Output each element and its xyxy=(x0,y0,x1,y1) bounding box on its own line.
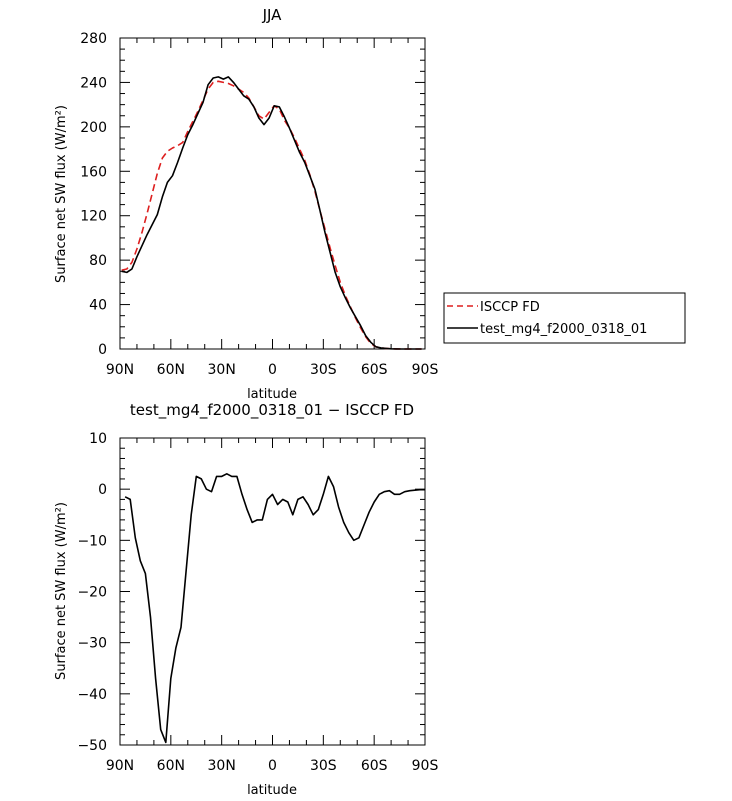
top-series-line-0 xyxy=(121,80,422,350)
bottom-y-tick-label: −10 xyxy=(77,533,107,549)
bottom-y-tick-label: 0 xyxy=(98,482,107,498)
bottom-chart-title: test_mg4_f2000_0318_01 − ISCCP FD xyxy=(130,401,414,420)
legend: ISCCP FD test_mg4_f2000_0318_01 xyxy=(443,292,686,344)
top-y-tick-label: 200 xyxy=(80,120,107,136)
top-y-axis-label: Surface net SW flux (W/m²) xyxy=(54,105,69,283)
top-x-tick-label: 30N xyxy=(208,362,236,378)
top-panel: JJA 90N 60N 30N 0 30S 60S 90S 0 40 80 120 160 200 240… xyxy=(54,6,438,402)
top-plot-frame xyxy=(119,37,426,350)
bottom-x-axis-label: latitude xyxy=(247,783,297,798)
bottom-panel: test_mg4_f2000_0318_01 − ISCCP FD 90N 60N… xyxy=(54,401,438,798)
top-ticks: 90N 60N 30N 0 30S 60S 90S 0 40 80 120 160 200 240 280 xyxy=(80,31,438,378)
bottom-x-tick-label: 30S xyxy=(310,758,337,774)
top-y-tick-label: 280 xyxy=(80,31,107,47)
bottom-y-tick-label: −40 xyxy=(77,687,107,703)
top-y-tick-label: 0 xyxy=(98,342,107,358)
top-x-tick-label: 0 xyxy=(268,362,277,378)
top-y-tick-label: 240 xyxy=(80,75,107,91)
bottom-series-lines xyxy=(124,472,425,744)
top-y-tick-label: 120 xyxy=(80,209,107,225)
top-y-tick-label: 40 xyxy=(89,298,107,314)
bottom-x-tick-label: 60S xyxy=(361,758,388,774)
bottom-y-tick-label: −30 xyxy=(77,636,107,652)
legend-label-isccp: ISCCP FD xyxy=(480,300,540,315)
legend-box xyxy=(443,292,686,344)
top-x-tick-label: 60N xyxy=(157,362,185,378)
top-y-tick-label: 80 xyxy=(89,253,107,269)
bottom-y-tick-label: −20 xyxy=(77,585,107,601)
bottom-x-tick-label: 30N xyxy=(208,758,236,774)
bottom-y-tick-label: 10 xyxy=(89,431,107,447)
bottom-y-axis-label: Surface net SW flux (W/m²) xyxy=(54,502,69,680)
top-x-tick-label: 30S xyxy=(310,362,337,378)
top-x-tick-label: 90S xyxy=(412,362,439,378)
top-x-axis-label: latitude xyxy=(247,387,297,402)
bottom-x-tick-label: 90S xyxy=(412,758,439,774)
top-chart-title: JJA xyxy=(262,6,283,24)
legend-label-model: test_mg4_f2000_0318_01 xyxy=(480,322,647,337)
bottom-y-tick-label: −50 xyxy=(77,738,107,754)
bottom-plot-frame xyxy=(119,437,426,746)
bottom-x-tick-label: 60N xyxy=(157,758,185,774)
bottom-ticks: 90N 60N 30N 0 30S 60S 90S −50 −40 −30 −20 −10 0 10 xyxy=(77,431,438,774)
top-series-lines xyxy=(121,76,422,350)
bottom-x-tick-label: 90N xyxy=(106,758,134,774)
top-x-tick-label: 60S xyxy=(361,362,388,378)
top-y-tick-label: 160 xyxy=(80,164,107,180)
top-x-tick-label: 90N xyxy=(106,362,134,378)
bottom-x-tick-label: 0 xyxy=(268,758,277,774)
top-series-line-1 xyxy=(121,76,422,350)
bottom-series-line-0 xyxy=(124,472,425,744)
